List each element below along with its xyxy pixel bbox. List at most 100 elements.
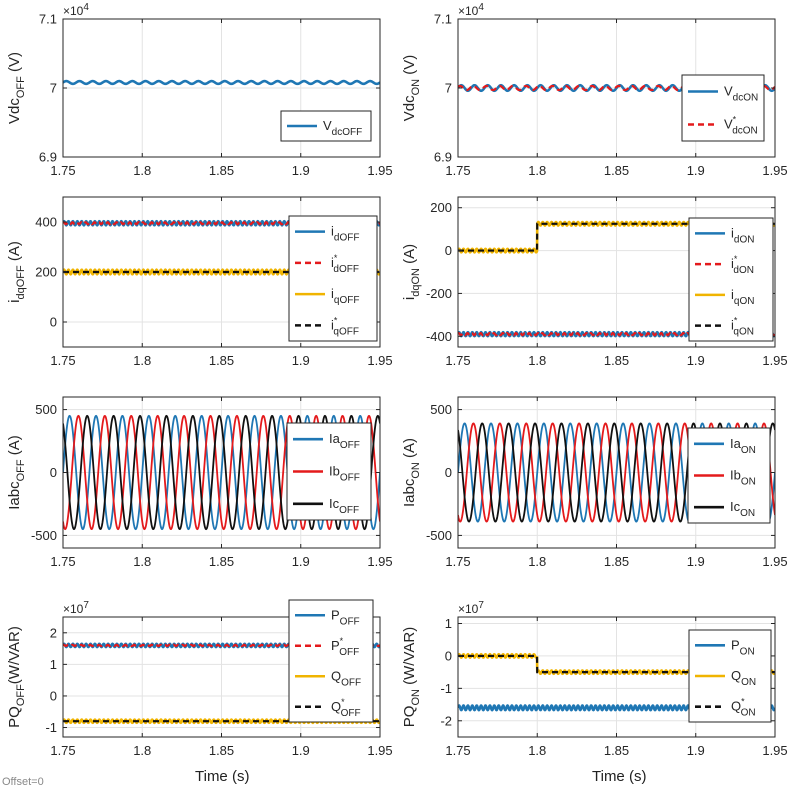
y-tick-label: 7.1 bbox=[434, 12, 452, 27]
legend: idON i* dON iqON i* qON bbox=[688, 217, 774, 342]
x-tick-label: 1.8 bbox=[133, 743, 151, 758]
y-tick-label: 0 bbox=[445, 465, 452, 480]
x-tick-label: 1.8 bbox=[528, 163, 546, 178]
x-tick-label: 1.8 bbox=[133, 163, 151, 178]
series-group bbox=[63, 79, 380, 86]
legend-label: IaOFF bbox=[329, 431, 360, 451]
chart-pq-on: 1.75 1.8 1.85 1.9 1.95 -2 -1 0 1 ×107 PQON (W/VAR)… bbox=[401, 600, 788, 758]
x-tick-label: 1.75 bbox=[50, 353, 75, 368]
legend-box bbox=[688, 217, 774, 342]
x-tick-label: 1.9 bbox=[292, 353, 310, 368]
axis-exponent: ×104 bbox=[63, 2, 89, 18]
y-axis-label: VdcON (V) bbox=[401, 55, 422, 122]
x-tick-label: 1.75 bbox=[445, 163, 470, 178]
x-tick-label: 1.9 bbox=[687, 163, 705, 178]
y-tick-label: 400 bbox=[35, 215, 57, 230]
legend-label: VdcON bbox=[724, 84, 758, 104]
x-tick-label: 1.75 bbox=[50, 163, 75, 178]
y-tick-label: -200 bbox=[426, 286, 452, 301]
legend-label: IbON bbox=[730, 468, 756, 488]
legend-label: idOFF bbox=[331, 224, 359, 244]
y-tick-label: 0 bbox=[50, 688, 57, 703]
y-tick-label: 7 bbox=[445, 81, 452, 96]
legend: PON QON Q* ON bbox=[688, 629, 772, 723]
y-tick-label: -1 bbox=[440, 681, 452, 696]
x-tick-label: 1.95 bbox=[367, 163, 392, 178]
x-tick-label: 1.8 bbox=[133, 554, 151, 569]
legend-label: IbOFF bbox=[329, 464, 360, 484]
legend-label: IcOFF bbox=[329, 496, 359, 516]
x-tick-label: 1.85 bbox=[604, 554, 629, 569]
legend-label: i* qON bbox=[731, 316, 754, 338]
y-tick-label: -400 bbox=[426, 329, 452, 344]
legend-label: i* qOFF bbox=[331, 315, 359, 337]
y-axis-label: PQON (W/VAR) bbox=[401, 627, 422, 727]
y-tick-label: -2 bbox=[440, 713, 452, 728]
x-tick-label: 1.95 bbox=[762, 163, 787, 178]
y-tick-label: 200 bbox=[35, 265, 57, 280]
x-tick-label: 1.8 bbox=[528, 743, 546, 758]
y-tick-label: -1 bbox=[45, 720, 57, 735]
axis-exponent: ×107 bbox=[458, 600, 484, 616]
legend: VdcON V* dcON bbox=[681, 74, 765, 142]
legend-label: IaON bbox=[730, 436, 756, 456]
x-tick-label: 1.85 bbox=[209, 743, 234, 758]
legend-label: IcON bbox=[730, 499, 755, 519]
x-tick-label: 1.75 bbox=[445, 353, 470, 368]
y-tick-label: 0 bbox=[445, 648, 452, 663]
x-tick-label: 1.95 bbox=[762, 743, 787, 758]
y-tick-label: 2 bbox=[50, 625, 57, 640]
x-tick-label: 1.8 bbox=[528, 554, 546, 569]
y-tick-label: 500 bbox=[430, 402, 452, 417]
x-tick-label: 1.75 bbox=[445, 743, 470, 758]
legend-label: QON bbox=[731, 668, 756, 688]
y-tick-label: 7 bbox=[50, 81, 57, 96]
chart-vdc-off: 1.75 1.8 1.85 1.9 1.95 6.9 7 7.1 ×104 VdcOFF (V) V… bbox=[6, 2, 393, 178]
y-tick-label: 7.1 bbox=[39, 12, 57, 27]
x-tick-label: 1.95 bbox=[762, 554, 787, 569]
series-line-v-dcon-ref bbox=[458, 84, 775, 92]
x-tick-label: 1.95 bbox=[762, 353, 787, 368]
legend-box bbox=[681, 74, 765, 142]
legend-label: VdcOFF bbox=[323, 118, 362, 138]
x-tick-label: 1.95 bbox=[367, 554, 392, 569]
y-axis-label: IabcOFF (A) bbox=[6, 435, 27, 510]
x-tick-label: 1.9 bbox=[292, 743, 310, 758]
y-tick-label: 0 bbox=[50, 315, 57, 330]
x-tick-label: 1.75 bbox=[50, 743, 75, 758]
legend-label: V* dcON bbox=[724, 115, 758, 137]
legend-label: Q* OFF bbox=[331, 697, 361, 719]
legend-label: P* OFF bbox=[331, 636, 359, 658]
legend-label: QOFF bbox=[331, 668, 361, 688]
y-axis-label: PQOFF(W/VAR) bbox=[6, 626, 27, 728]
legend: idOFF i* dOFF iqOFF i* qOFF bbox=[288, 215, 378, 342]
legend-label: idON bbox=[731, 225, 754, 245]
y-tick-label: 0 bbox=[445, 243, 452, 258]
legend-label: Q* ON bbox=[731, 697, 756, 719]
legend: POFF P* OFF QOFF Q* OFF bbox=[288, 599, 374, 723]
x-tick-label: 1.85 bbox=[209, 353, 234, 368]
chart-iabc-on: 1.75 1.8 1.85 1.9 1.95 -500 0 500 IabcON (A) IaON… bbox=[401, 396, 788, 569]
legend-label: i* dON bbox=[731, 254, 754, 276]
y-tick-label: 6.9 bbox=[39, 150, 57, 165]
legend-label: i* dOFF bbox=[331, 253, 359, 275]
series-line-i-doff-ref bbox=[63, 221, 380, 226]
y-tick-label: 6.9 bbox=[434, 150, 452, 165]
legend-box bbox=[288, 215, 378, 342]
y-tick-label: 0 bbox=[50, 465, 57, 480]
y-tick-label: 1 bbox=[445, 616, 452, 631]
y-tick-label: -500 bbox=[426, 528, 452, 543]
legend-label: iqOFF bbox=[331, 286, 359, 306]
x-axis-title-right: Time (s) bbox=[592, 768, 647, 785]
series-line-ib-off bbox=[63, 414, 380, 531]
offset-note: Offset=0 bbox=[2, 776, 44, 788]
legend-label: PON bbox=[731, 637, 755, 657]
x-tick-label: 1.75 bbox=[50, 554, 75, 569]
y-axis-label: idqOFF (A) bbox=[6, 241, 27, 303]
x-tick-label: 1.85 bbox=[604, 743, 629, 758]
x-tick-label: 1.85 bbox=[209, 163, 234, 178]
axis-exponent: ×107 bbox=[63, 600, 89, 616]
x-tick-label: 1.85 bbox=[209, 554, 234, 569]
y-axis-label: idqON (A) bbox=[401, 244, 422, 300]
